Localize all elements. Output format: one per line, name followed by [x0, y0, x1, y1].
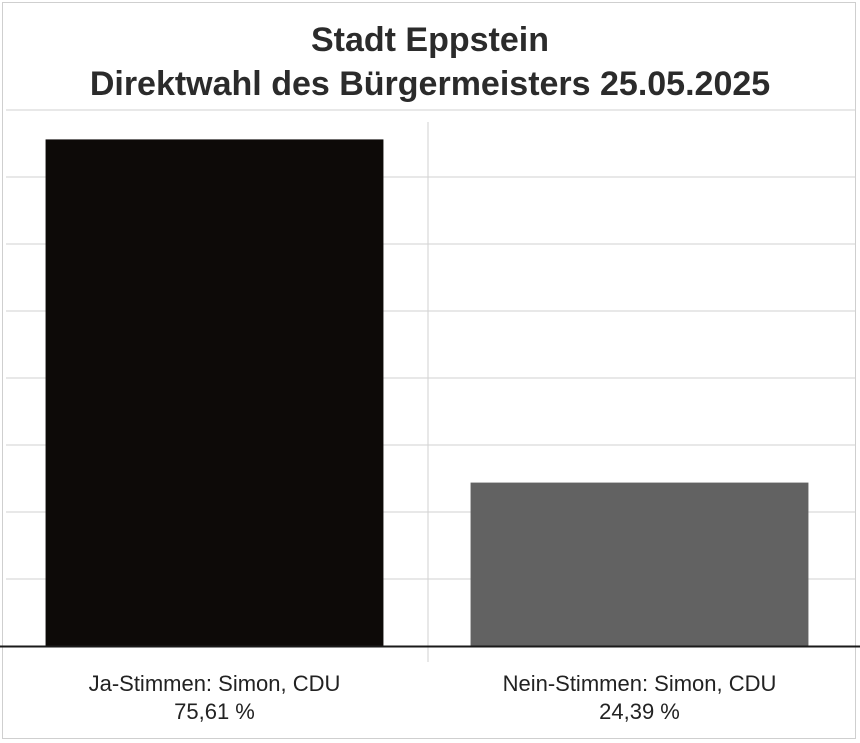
chart-title: Stadt Eppstein	[310, 21, 550, 59]
category-label-ja: Ja-Stimmen: Simon, CDU 75,61 %	[35, 670, 395, 726]
value-label: 24,39 %	[599, 699, 680, 724]
bar-1	[470, 482, 809, 646]
value-label: 75,61 %	[174, 699, 255, 724]
bar-0	[45, 139, 384, 646]
category-name: Ja-Stimmen: Simon, CDU	[88, 671, 341, 696]
chart-subtitle: Direktwahl des Bürgermeisters 25.05.2025	[89, 65, 771, 103]
chart-title-block: Stadt Eppstein Direktwahl des Bürgermeis…	[0, 18, 860, 106]
category-name: Nein-Stimmen: Simon, CDU	[502, 671, 777, 696]
category-label-nein: Nein-Stimmen: Simon, CDU 24,39 %	[460, 670, 820, 726]
